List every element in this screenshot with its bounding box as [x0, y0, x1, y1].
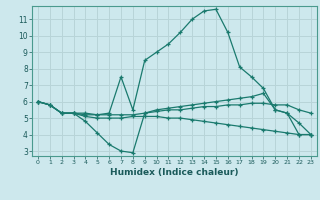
X-axis label: Humidex (Indice chaleur): Humidex (Indice chaleur) — [110, 168, 239, 177]
